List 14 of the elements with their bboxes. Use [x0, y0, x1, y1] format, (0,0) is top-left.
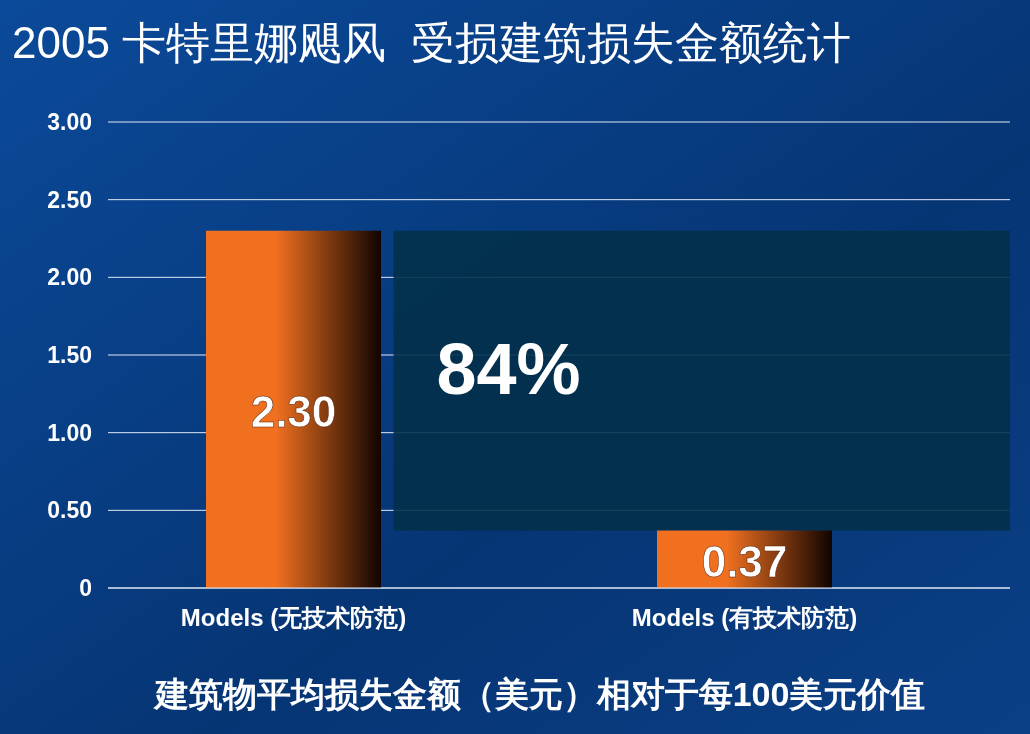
y-tick-label: 3.00 [47, 109, 92, 135]
chart-title: 2005 卡特里娜飓风 受损建筑损失金额统计 [12, 18, 851, 67]
annotation: 84% [436, 328, 581, 409]
x-tick-label: Models (有技术防范) [631, 604, 858, 631]
data-label: 0.37 [701, 537, 788, 587]
y-tick-label: 2.00 [47, 264, 92, 291]
data-label: 2.30 [250, 387, 337, 437]
y-tick-label: 1.00 [47, 419, 92, 446]
y-tick-label: 0 [79, 575, 92, 601]
x-tick-label: Models (无技术防范) [180, 604, 407, 631]
y-tick-label: 1.50 [47, 342, 92, 368]
y-tick-label: 2.50 [47, 186, 92, 213]
x-axis-title: 建筑物平均损失金额（美元）相对于每100美元价值 [152, 675, 926, 713]
y-tick-label: 0.50 [47, 497, 92, 524]
